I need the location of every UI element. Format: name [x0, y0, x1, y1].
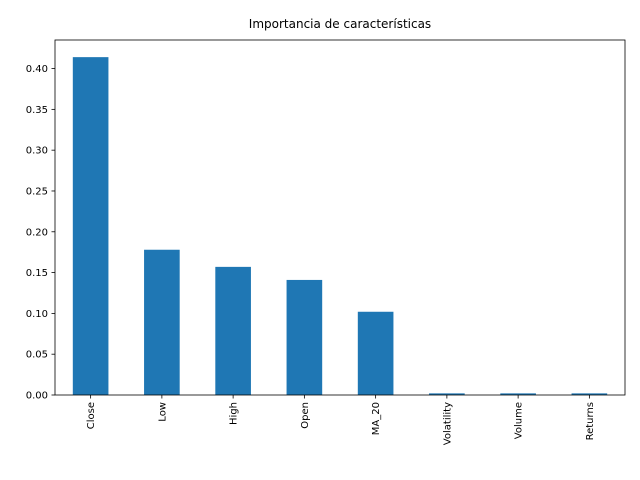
- bar-ma-20: [357, 311, 394, 395]
- y-tick-label: 0.05: [26, 350, 48, 361]
- bar-high: [215, 266, 251, 395]
- y-tick-label: 0.35: [26, 105, 48, 116]
- y-axis-ticks: 0.00 0.05 0.10 0.15 0.20 0.25 0.30 0.35 0.40: [26, 64, 55, 402]
- y-tick-label: 0.20: [26, 227, 48, 238]
- x-tick-label: High: [229, 402, 240, 425]
- plot-frame: [54, 39, 626, 396]
- bar-close: [72, 57, 109, 395]
- bars-group: [72, 57, 608, 395]
- x-tick-label: Volatility: [442, 402, 453, 445]
- x-axis-ticks: Close Low High Open MA_20 Volatility Volume Ret…: [86, 395, 596, 445]
- y-tick-label: 0.40: [26, 64, 48, 75]
- x-tick-label: Close: [86, 402, 97, 429]
- x-tick-label: Low: [157, 402, 168, 422]
- bar-returns: [571, 393, 608, 395]
- y-tick-label: 0.10: [26, 309, 48, 320]
- y-tick-label: 0.25: [26, 186, 48, 197]
- bar-low: [144, 249, 180, 395]
- bar-volatility: [429, 393, 465, 395]
- x-tick-label: Returns: [585, 402, 596, 440]
- x-tick-label: MA_20: [371, 402, 382, 435]
- x-tick-label: Volume: [514, 402, 525, 439]
- y-tick-label: 0.15: [26, 268, 48, 279]
- bar-volume: [500, 393, 536, 395]
- chart-title: Importancia de características: [249, 17, 431, 31]
- x-tick-label: Open: [300, 402, 311, 429]
- y-tick-label: 0.30: [26, 146, 48, 157]
- bar-open: [286, 279, 323, 395]
- y-tick-label: 0.00: [26, 391, 48, 402]
